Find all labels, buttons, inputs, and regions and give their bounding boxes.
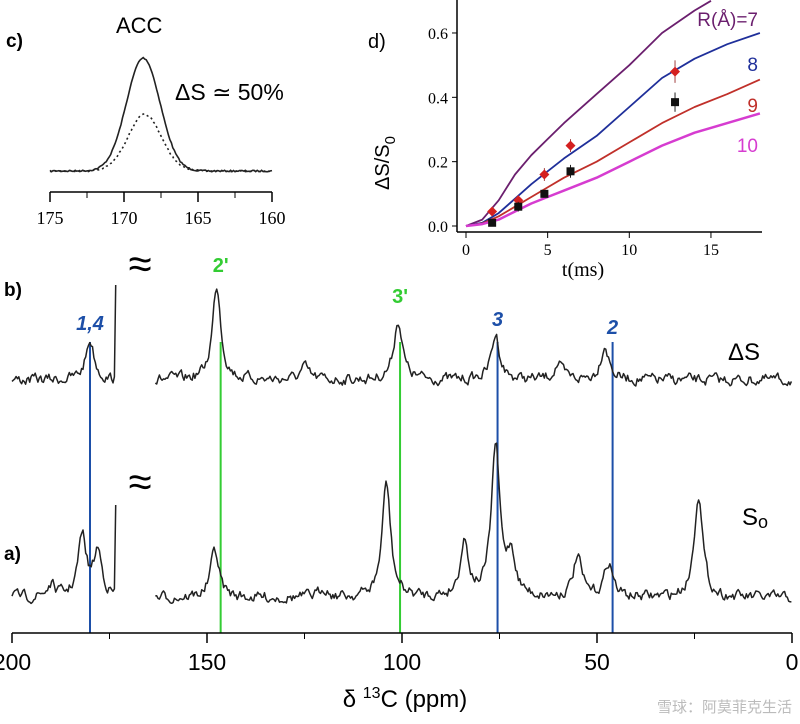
- panel-d-x-tick-label: 0: [462, 242, 470, 259]
- panel-label-c: c): [6, 31, 23, 52]
- data-point-diamond: [487, 206, 498, 217]
- legend-label-R8: 8: [747, 55, 758, 76]
- panel-d-y-tick-label: 0.2: [428, 155, 448, 172]
- legend-label-R7: R(Å)=7: [697, 10, 758, 31]
- data-point-square: [671, 98, 680, 107]
- panel-d-x-tick-label: 5: [544, 242, 552, 259]
- data-point-square: [566, 167, 575, 176]
- assignment-label: 2': [213, 255, 229, 277]
- panel-d-y-tick-label: 0.6: [428, 26, 448, 43]
- spectra-tick-label: 0: [786, 649, 799, 675]
- panel-d-y-tick-label: 0.4: [428, 90, 448, 107]
- panel-c-title: ACC: [116, 13, 163, 38]
- panel-d-ylabel: ΔS/S0: [372, 136, 399, 190]
- panel-d-y-tick-label: 0.0: [428, 219, 448, 236]
- panel-label-d: d): [368, 31, 386, 53]
- data-point-diamond: [565, 140, 576, 151]
- data-point-diamond: [539, 169, 550, 180]
- panel-d-x-tick-label: 15: [703, 242, 719, 259]
- assignment-label: 2: [606, 317, 618, 339]
- break-symbol-b: ≈: [128, 240, 151, 287]
- spectra-xlabel: δ 13C (ppm): [343, 685, 468, 713]
- data-point-square: [488, 218, 497, 227]
- trace-label-delta-s: ΔS: [728, 339, 760, 366]
- fit-curve-R7: [465, 0, 712, 227]
- panel-c-trace-solid: [49, 56, 273, 173]
- panel-c-trace-dotted: [49, 112, 273, 173]
- legend-label-R10: 10: [737, 136, 758, 157]
- watermark: 雪球：阿莫菲克生活: [657, 699, 792, 716]
- assignment-label: 1,4: [76, 313, 104, 335]
- fit-curve-R10: [465, 112, 761, 228]
- spectra-tick-label: 50: [584, 649, 610, 675]
- spectrum-trace-a: [11, 442, 792, 605]
- data-point-square: [540, 189, 549, 198]
- panel-d-x-tick-label: 10: [621, 242, 637, 259]
- data-point-square: [514, 202, 523, 211]
- legend-label-R9: 9: [747, 96, 758, 117]
- panel-c-tick-label: 165: [185, 208, 212, 228]
- panel-c-annotation: ΔS ≃ 50%: [175, 79, 284, 105]
- fit-curve-R9: [465, 78, 761, 227]
- fit-curve-R8: [465, 32, 761, 227]
- panel-c-tick-label: 160: [259, 208, 286, 228]
- data-point-diamond: [670, 66, 681, 77]
- spectra-tick-label: 200: [0, 649, 31, 675]
- panel-d: d) ΔS/S0 t(ms) 0 5 10 15 0.0 0.2 0.4 0.6 R(Å)=7…: [368, 0, 762, 281]
- trace-label-s0: So: [742, 504, 768, 532]
- assignment-label: 3: [492, 309, 503, 331]
- panel-c-tick-label: 175: [37, 208, 64, 228]
- panel-d-xlabel: t(ms): [562, 259, 604, 281]
- panel-c: c) ACC ΔS ≃ 50% 175 170 165 160: [6, 13, 286, 228]
- spectra-tick-label: 150: [188, 649, 226, 675]
- spectrum-trace-b: [11, 284, 793, 387]
- spectra-tick-label: 100: [383, 649, 421, 675]
- assignment-label: 3': [392, 286, 408, 308]
- panel-c-tick-label: 170: [111, 208, 138, 228]
- panel-label-b: b): [4, 280, 22, 301]
- break-symbol-a: ≈: [128, 458, 151, 505]
- panel-label-a: a): [4, 544, 21, 565]
